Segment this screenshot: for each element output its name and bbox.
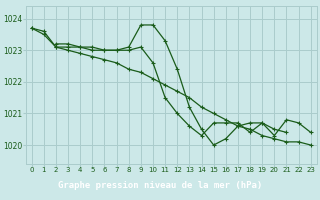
Text: Graphe pression niveau de la mer (hPa): Graphe pression niveau de la mer (hPa) bbox=[58, 180, 262, 190]
